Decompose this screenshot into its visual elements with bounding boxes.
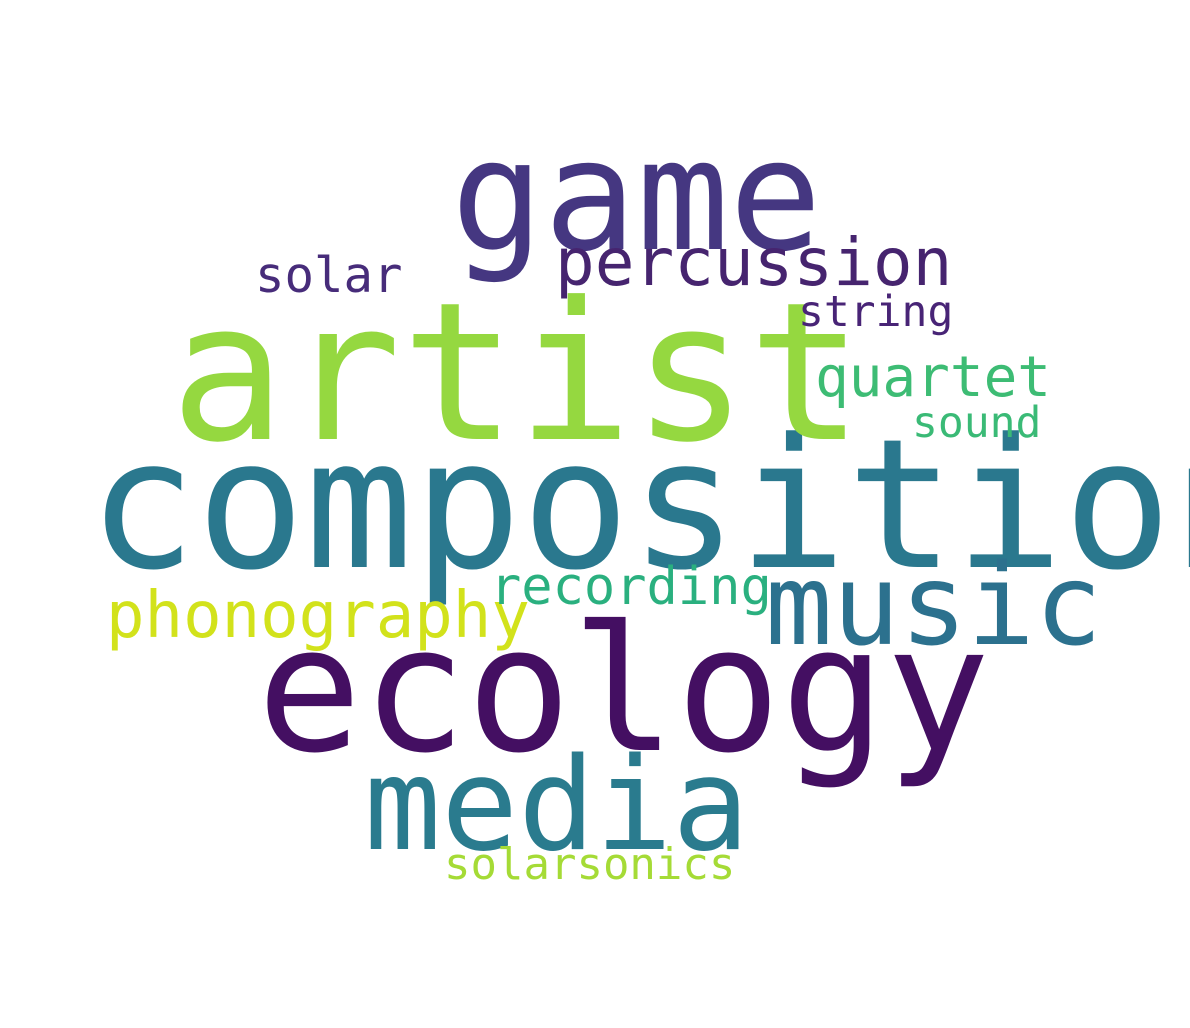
word-solar: solar <box>255 247 403 304</box>
word-quartet: quartet <box>815 345 1052 410</box>
word-phonography: phonography <box>106 579 530 653</box>
word-sound: sound <box>912 398 1042 448</box>
word-recording: recording <box>490 557 772 617</box>
word-percussion: percussion <box>555 224 953 301</box>
word-artist: artist <box>170 262 864 485</box>
word-ecology: ecology <box>257 589 991 792</box>
word-game: game <box>451 107 822 286</box>
word-string: string <box>798 287 954 337</box>
word-music: music <box>765 541 1103 671</box>
word-composition: composition <box>88 401 1190 610</box>
word-media: media <box>364 731 750 880</box>
word-solarsonics: solarsonics <box>444 839 736 890</box>
